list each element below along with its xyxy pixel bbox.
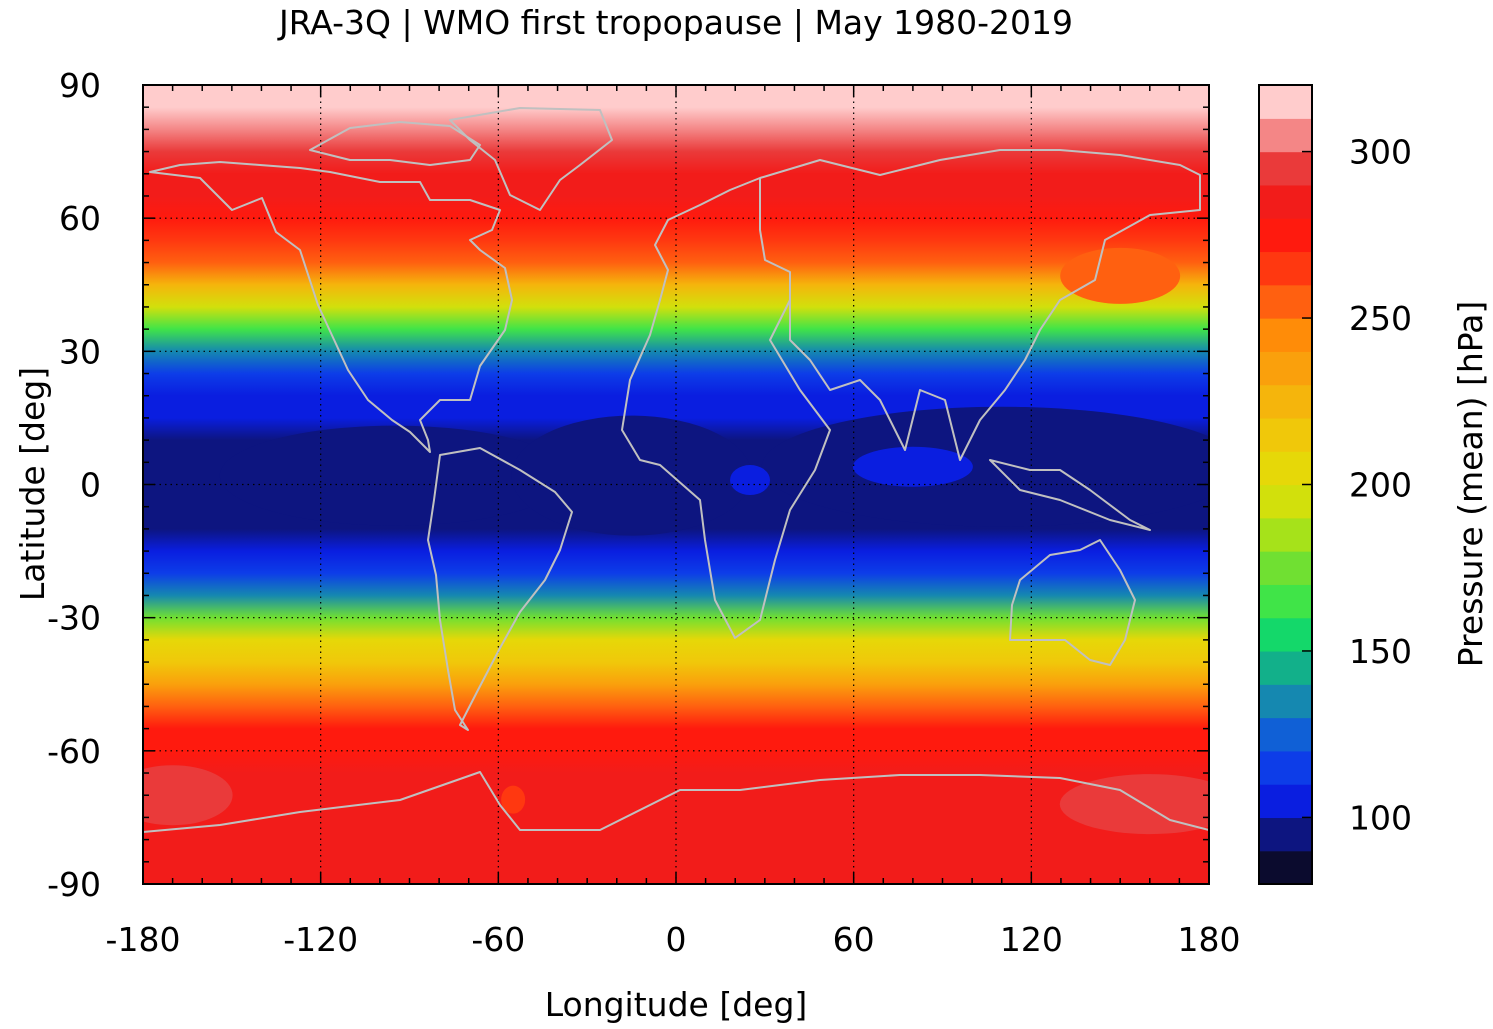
coastline-south-america [427,447,573,731]
y-tick-label: 0 [80,466,101,505]
colorbar-label: Pressure (mean) [hPa] [1451,301,1490,668]
x-tick-label: 120 [1000,920,1063,959]
x-tick-label: 0 [666,920,687,959]
colorbar-band [1259,484,1312,519]
south-pacific-high [143,765,233,826]
colorbar-band [1259,118,1312,153]
axis-ticks [142,84,1210,885]
y-tick-label: -30 [47,599,101,638]
coastlines [143,107,1209,833]
plot-area [143,85,1209,884]
colorbar-band [1259,417,1312,452]
colorbar-band [1259,584,1312,619]
y-axis-label: Latitude [deg] [13,367,52,601]
coastline-antarctica [143,771,1209,833]
x-tick-label: -120 [283,920,358,959]
colorbar-band [1259,684,1312,719]
coastline-arctic-islands [309,121,481,166]
low-tropopause-atlantic-africa [511,415,752,536]
chart-title: JRA-3Q | WMO first tropopause | May 1980… [277,3,1073,42]
coastline-asia [759,149,1201,461]
colorbar-tick-label: 200 [1349,466,1412,505]
colorbar-band [1259,251,1312,286]
coastline-maritime-continent [989,459,1151,531]
y-tick-label: 30 [59,332,101,371]
colorbar-band [1259,850,1312,885]
y-tick-labels: 90 60 30 0 -30 -60 -90 [47,66,101,904]
low-tropopause-asia-pacific [761,406,1209,527]
colorbar-band [1259,451,1312,486]
x-tick-label: -180 [106,920,181,959]
coastline-greenland [449,107,613,211]
x-tick-labels: -180 -120 -60 0 60 120 180 [106,920,1241,959]
colorbar-band [1259,784,1312,819]
colorbar-tick-label: 250 [1349,299,1412,338]
peninsula-patch [501,785,526,814]
colorbar-band [1259,284,1312,319]
low-tropopause-east-pacific [219,425,570,526]
x-tick-label: 60 [833,920,875,959]
colorbar-band [1259,218,1312,253]
colorbar-band [1259,551,1312,585]
colorbar-tick-label: 100 [1349,798,1412,837]
regional-anomalies [143,247,1209,835]
x-axis-label: Longitude [deg] [545,985,808,1024]
coastline-north-america [149,161,513,453]
colorbar-band [1259,184,1312,219]
colorbar-band [1259,717,1312,752]
x-tick-label: 180 [1178,920,1241,959]
colorbar-band [1259,151,1312,186]
colorbar-band [1259,318,1312,352]
colorbar-band [1259,750,1312,785]
colorbar-bands [1259,85,1312,885]
colorbar-band [1259,351,1312,386]
ross-sea-high [1059,774,1209,835]
y-tick-label: 90 [59,66,101,105]
colorbar-band [1259,617,1312,652]
coastline-australia [1009,539,1136,666]
x-tick-label: -60 [471,920,525,959]
coastline-europe-africa [621,177,831,639]
colorbar-band [1259,650,1312,685]
colorbar-tick-label: 300 [1349,133,1412,172]
central-africa-patch [730,465,771,496]
colorbar-band [1259,85,1312,119]
indian-ocean-patch [852,446,973,487]
colorbar-ticks: 100 150 200 250 300 [1302,133,1412,837]
y-tick-label: -60 [47,732,101,771]
colorbar-band [1259,517,1312,552]
north-pacific-trough [1060,247,1181,304]
colorbar-band [1259,384,1312,419]
gridlines [143,85,1209,884]
colorbar-tick-label: 150 [1349,632,1412,671]
y-tick-label: -90 [47,865,101,904]
colorbar: 100 150 200 250 300 Pressure (mean) [hPa] [1258,84,1490,885]
y-tick-label: 60 [59,199,101,238]
colorbar-band [1259,817,1312,852]
